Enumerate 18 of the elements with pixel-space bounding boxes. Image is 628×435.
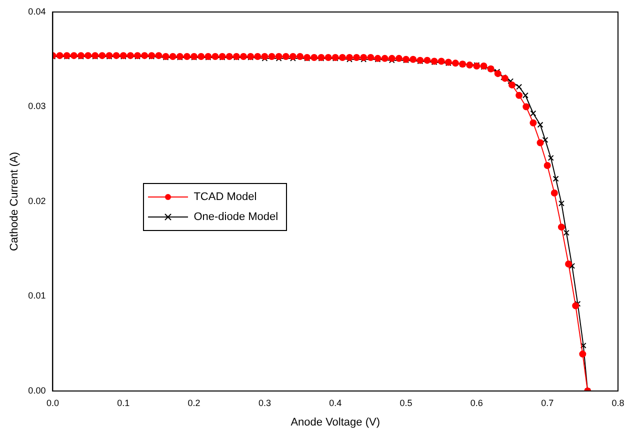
x-tick-label: 0.8 — [612, 398, 624, 408]
y-tick-label: 0.03 — [28, 101, 46, 112]
legend-label: TCAD Model — [194, 190, 257, 202]
x-tick-label: 0.6 — [470, 398, 483, 408]
y-axis-title: Cathode Current (A) — [8, 152, 21, 252]
x-tick-label: 0.3 — [258, 398, 271, 408]
x-axis-title: Anode Voltage (V) — [290, 416, 380, 428]
x-tick-label: 0.4 — [329, 398, 342, 408]
legend-label: One-diode Model — [194, 210, 278, 222]
y-tick-label: 0.01 — [28, 290, 46, 301]
y-tick-label: 0.02 — [28, 196, 46, 206]
y-tick-label: 0.00 — [28, 385, 46, 396]
x-tick-label: 0.5 — [400, 398, 412, 408]
x-tick-label: 0.2 — [188, 398, 200, 408]
x-tick-label: 0.0 — [46, 398, 59, 408]
x-tick-label: 0.7 — [541, 398, 554, 408]
y-tick-label: 0.04 — [28, 6, 46, 16]
x-tick-label: 0.1 — [117, 398, 130, 408]
